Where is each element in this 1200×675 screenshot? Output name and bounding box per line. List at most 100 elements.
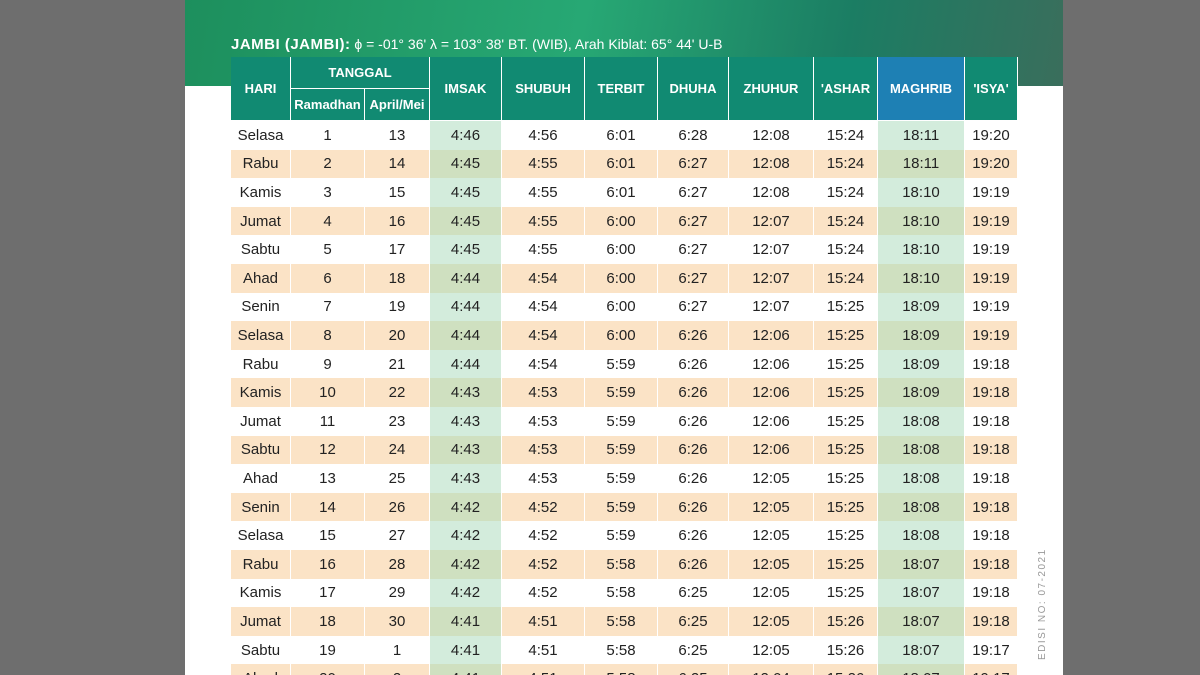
- table-cell: Rabu: [231, 349, 291, 379]
- table-cell: 5:59: [585, 349, 658, 379]
- table-cell: 12:05: [729, 578, 814, 608]
- table-cell: 6:26: [658, 550, 729, 579]
- table-cell: 26: [365, 492, 430, 522]
- table-cell: 15:25: [814, 521, 878, 550]
- table-cell: 18:07: [878, 664, 965, 675]
- table-cell: 13: [291, 464, 365, 493]
- table-cell: Rabu: [231, 149, 291, 179]
- table-cell: 4:53: [502, 435, 585, 465]
- table-cell: 12:06: [729, 435, 814, 465]
- table-cell: Selasa: [231, 321, 291, 350]
- table-cell: 19:19: [965, 292, 1018, 322]
- table-cell: 5:59: [585, 521, 658, 550]
- table-cell: 4:55: [502, 235, 585, 264]
- table-cell: 4:44: [430, 349, 502, 379]
- column-header: 'ISYA': [965, 57, 1018, 121]
- table-cell: 18:09: [878, 378, 965, 407]
- table-cell: 6:00: [585, 206, 658, 236]
- table-cell: Jumat: [231, 407, 291, 436]
- table-cell: 19:20: [965, 149, 1018, 179]
- column-header: HARI: [231, 57, 291, 121]
- table-cell: 6:26: [658, 349, 729, 379]
- table-cell: 4:41: [430, 635, 502, 665]
- table-cell: 17: [365, 235, 430, 264]
- table-cell: 4:54: [502, 292, 585, 322]
- table-cell: 15:26: [814, 664, 878, 675]
- table-cell: 19: [291, 635, 365, 665]
- table-cell: 4:52: [502, 492, 585, 522]
- table-cell: Senin: [231, 292, 291, 322]
- table-cell: 4:43: [430, 464, 502, 493]
- table-cell: Sabtu: [231, 235, 291, 264]
- table-cell: 17: [291, 578, 365, 608]
- coordinates: ϕ = -01° 36' λ = 103° 38' BT. (WIB), Ara…: [354, 36, 723, 52]
- table-cell: 15:24: [814, 178, 878, 207]
- table-cell: 15:24: [814, 206, 878, 236]
- side-note: EDISI NO: 07-2021: [1037, 548, 1048, 660]
- table-cell: 18:09: [878, 292, 965, 322]
- table-cell: 12:08: [729, 178, 814, 207]
- table-cell: 12: [291, 435, 365, 465]
- table-cell: 6:27: [658, 206, 729, 236]
- table-cell: Selasa: [231, 121, 291, 150]
- table-cell: 12:05: [729, 464, 814, 493]
- table-cell: 4:52: [502, 550, 585, 579]
- table-cell: 16: [365, 206, 430, 236]
- table-cell: 19:20: [965, 121, 1018, 150]
- table-cell: 15:24: [814, 264, 878, 293]
- table-cell: 5:58: [585, 550, 658, 579]
- table-cell: 15:25: [814, 492, 878, 522]
- table-cell: 20: [291, 664, 365, 675]
- table-cell: 15:25: [814, 407, 878, 436]
- table-cell: 15: [365, 178, 430, 207]
- table-cell: 5:59: [585, 407, 658, 436]
- table-cell: 6:26: [658, 464, 729, 493]
- table-cell: 15:25: [814, 464, 878, 493]
- table-cell: Ahad: [231, 264, 291, 293]
- table-cell: 15:25: [814, 378, 878, 407]
- table-cell: 4:56: [502, 121, 585, 150]
- table-cell: 12:05: [729, 521, 814, 550]
- table-cell: 12:06: [729, 407, 814, 436]
- table-cell: Jumat: [231, 206, 291, 236]
- table-cell: 5:58: [585, 664, 658, 675]
- table-cell: 5:59: [585, 464, 658, 493]
- table-cell: Kamis: [231, 378, 291, 407]
- table-cell: 12:05: [729, 550, 814, 579]
- table-cell: 6: [291, 264, 365, 293]
- table-cell: 19:18: [965, 435, 1018, 465]
- table-cell: Ahad: [231, 464, 291, 493]
- table-cell: 25: [365, 464, 430, 493]
- table-cell: 6:26: [658, 378, 729, 407]
- table-cell: 6:27: [658, 178, 729, 207]
- table-cell: 7: [291, 292, 365, 322]
- table-cell: 30: [365, 607, 430, 636]
- table-cell: Kamis: [231, 578, 291, 608]
- table-cell: 22: [365, 378, 430, 407]
- table-cell: 4:42: [430, 578, 502, 608]
- column-header: 'ASHAR: [814, 57, 878, 121]
- table-cell: 18:07: [878, 635, 965, 665]
- table-cell: 4:54: [502, 264, 585, 293]
- table-cell: 24: [365, 435, 430, 465]
- table-cell: 6:25: [658, 664, 729, 675]
- table-cell: Senin: [231, 492, 291, 522]
- table-cell: 4:45: [430, 235, 502, 264]
- table-cell: 15:25: [814, 321, 878, 350]
- table-cell: 19:19: [965, 321, 1018, 350]
- table-cell: 21: [365, 349, 430, 379]
- table-cell: 19:18: [965, 464, 1018, 493]
- table-cell: 4:53: [502, 464, 585, 493]
- table-cell: 6:25: [658, 635, 729, 665]
- table-cell: 10: [291, 378, 365, 407]
- table-cell: 5:59: [585, 378, 658, 407]
- column-header: IMSAK: [430, 57, 502, 121]
- table-cell: 14: [365, 149, 430, 179]
- table-cell: 4:43: [430, 435, 502, 465]
- table-cell: 4:45: [430, 206, 502, 236]
- table-cell: 4:44: [430, 292, 502, 322]
- table-cell: 2: [365, 664, 430, 675]
- page: JAMBI (JAMBI): ϕ = -01° 36' λ = 103° 38'…: [185, 0, 1063, 675]
- column-header: DHUHA: [658, 57, 729, 121]
